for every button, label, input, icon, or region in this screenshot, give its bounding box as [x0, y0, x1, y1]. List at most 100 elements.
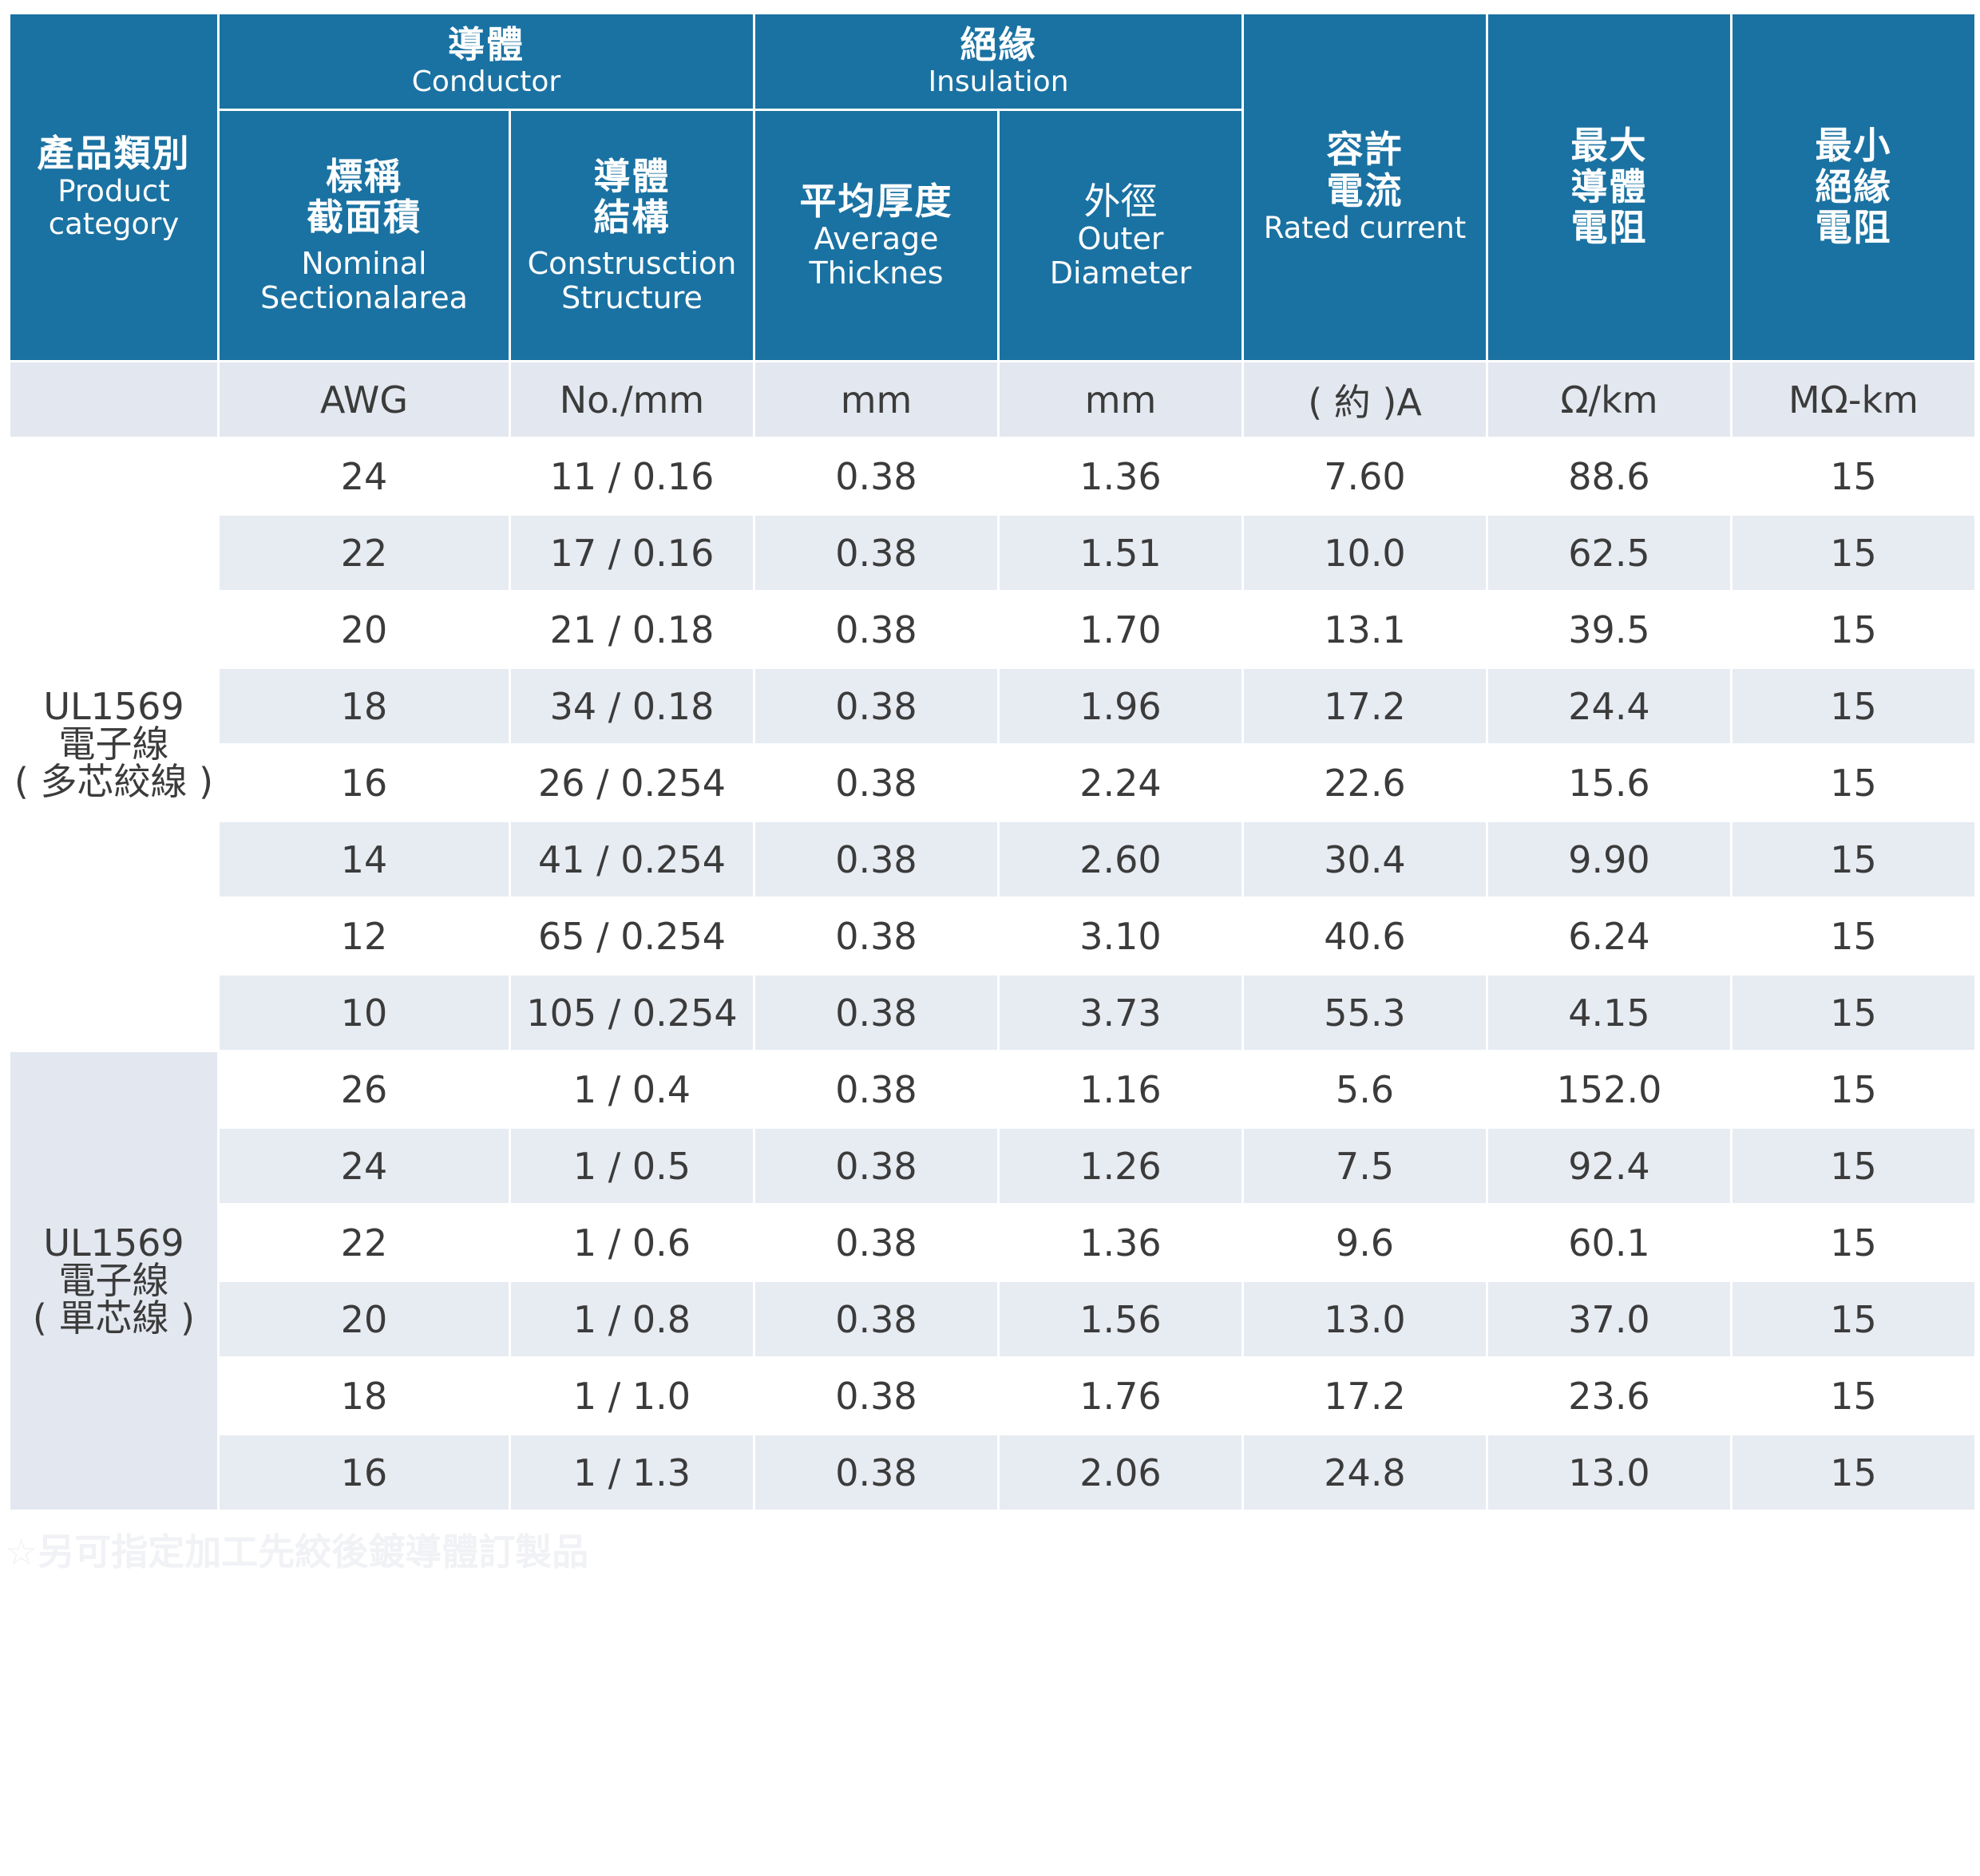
header-construction-zh2: 結構: [593, 196, 671, 239]
product-category-cell: UL1569 電子線( 多芯絞線 ): [10, 439, 217, 1050]
header-nominal-en1: Nominal: [301, 245, 427, 281]
header-nominal-zh1: 標稱: [326, 154, 402, 198]
table-cell: 16: [220, 746, 509, 820]
header-min-insulation-zh3: 電阻: [1815, 206, 1892, 250]
table-row: 16 1 / 1.3 0.38 2.06 24.8 13.0 15: [10, 1435, 1974, 1510]
table-cell: 37.0: [1488, 1282, 1730, 1356]
table-cell: 0.38: [755, 1435, 997, 1510]
header-category-en2: category: [48, 207, 180, 242]
table-cell: 22: [220, 516, 509, 590]
product-category-label2: 電子線: [58, 722, 169, 766]
table-cell: 21 / 0.18: [511, 592, 753, 667]
unit-row: AWG No./mm mm mm ( 約 )A Ω/km MΩ-km: [10, 362, 1974, 437]
header-max-resistance-zh3: 電阻: [1570, 206, 1648, 250]
table-cell: 39.5: [1488, 592, 1730, 667]
table-cell: 2.06: [1000, 1435, 1241, 1510]
header-min-insulation-zh2: 絕緣: [1815, 164, 1892, 208]
table-cell: 1 / 0.5: [511, 1129, 753, 1203]
table-cell: 1 / 1.0: [511, 1359, 753, 1433]
table-cell: 0.38: [755, 822, 997, 896]
table-cell: 24: [220, 439, 509, 513]
header-product-category: 產品類別 Product category: [10, 14, 217, 360]
table-cell: 0.38: [755, 439, 997, 513]
table-cell: 65 / 0.254: [511, 899, 753, 973]
table-cell: 7.60: [1244, 439, 1486, 513]
unit-cell: AWG: [220, 362, 509, 437]
header-conductor-en: Conductor: [411, 65, 561, 98]
header-category-en1: Product: [57, 173, 170, 208]
header-avg-thickness-zh: 平均厚度: [799, 179, 953, 223]
table-row: 22 1 / 0.6 0.38 1.36 9.6 60.1 15: [10, 1205, 1974, 1280]
header-nominal-section: 標稱 截面積 Nominal Sectionalarea: [220, 111, 509, 360]
table-cell: 0.38: [755, 516, 997, 590]
table-cell: 0.38: [755, 899, 997, 973]
table-cell: 26: [220, 1052, 509, 1126]
table-cell: 15: [1732, 516, 1974, 590]
table-cell: 15: [1732, 439, 1974, 513]
table-cell: 15.6: [1488, 746, 1730, 820]
table-cell: 15: [1732, 1435, 1974, 1510]
table-cell: 15: [1732, 899, 1974, 973]
table-cell: 9.90: [1488, 822, 1730, 896]
table-cell: 15: [1732, 822, 1974, 896]
table-cell: 1 / 0.8: [511, 1282, 753, 1356]
table-cell: 1.36: [1000, 1205, 1241, 1280]
table-cell: 152.0: [1488, 1052, 1730, 1126]
table-cell: 105 / 0.254: [511, 976, 753, 1050]
table-cell: 15: [1732, 746, 1974, 820]
header-construction-en2: Structure: [561, 279, 703, 315]
header-avg-thickness-en2: Thicknes: [809, 255, 944, 291]
header-max-resistance-zh2: 導體: [1570, 164, 1648, 208]
table-cell: 10.0: [1244, 516, 1486, 590]
header-outer-diameter-en2: Diameter: [1049, 255, 1192, 291]
table-cell: 15: [1732, 669, 1974, 743]
table-cell: 18: [220, 1359, 509, 1433]
table-row: 20 1 / 0.8 0.38 1.56 13.0 37.0 15: [10, 1282, 1974, 1356]
table-cell: 6.24: [1488, 899, 1730, 973]
table-cell: 1 / 1.3: [511, 1435, 753, 1510]
table-cell: 15: [1732, 1052, 1974, 1126]
table-cell: 20: [220, 1282, 509, 1356]
table-cell: 0.38: [755, 1129, 997, 1203]
header-insulation-group: 絕緣 Insulation: [755, 14, 1241, 109]
table-row: 24 1 / 0.5 0.38 1.26 7.5 92.4 15: [10, 1129, 1974, 1203]
table-cell: 17 / 0.16: [511, 516, 753, 590]
table-row: 18 1 / 1.0 0.38 1.76 17.2 23.6 15: [10, 1359, 1974, 1433]
header-rated-current-zh2: 電流: [1326, 168, 1404, 212]
header-outer-diameter-zh: 外徑: [1083, 179, 1158, 223]
table-cell: 1.76: [1000, 1359, 1241, 1433]
header-construction-zh1: 導體: [593, 154, 671, 198]
header-construction-en1: Construsction: [527, 245, 737, 281]
product-category-label1: UL1569: [43, 685, 184, 729]
unit-cell: ( 約 )A: [1244, 362, 1486, 437]
table-cell: 7.5: [1244, 1129, 1486, 1203]
table-cell: 14: [220, 822, 509, 896]
header-nominal-zh2: 截面積: [307, 196, 422, 239]
table-cell: 1.96: [1000, 669, 1241, 743]
table-cell: 1 / 0.6: [511, 1205, 753, 1280]
table-cell: 12: [220, 899, 509, 973]
table-row: 16 26 / 0.254 0.38 2.24 22.6 15.6 15: [10, 746, 1974, 820]
table-cell: 40.6: [1244, 899, 1486, 973]
table-cell: 5.6: [1244, 1052, 1486, 1126]
table-cell: 3.10: [1000, 899, 1241, 973]
table-cell: 24.4: [1488, 669, 1730, 743]
table-cell: 24.8: [1244, 1435, 1486, 1510]
header-rated-current: 容許 電流 Rated current: [1244, 14, 1486, 360]
cable-spec-table: 產品類別 Product category 導體 Conductor 絕緣 In…: [8, 12, 1977, 1512]
table-cell: 18: [220, 669, 509, 743]
table-row: 18 34 / 0.18 0.38 1.96 17.2 24.4 15: [10, 669, 1974, 743]
table-cell: 15: [1732, 1359, 1974, 1433]
table-cell: 41 / 0.254: [511, 822, 753, 896]
table-cell: 24: [220, 1129, 509, 1203]
product-category-cell: UL1569 電子線( 單芯線 ): [10, 1052, 217, 1510]
table-cell: 88.6: [1488, 439, 1730, 513]
header-rated-current-zh1: 容許: [1326, 128, 1404, 172]
table-cell: 1 / 0.4: [511, 1052, 753, 1126]
header-max-resistance: 最大 導體 電阻: [1488, 14, 1730, 360]
table-cell: 0.38: [755, 1359, 997, 1433]
table-cell: 2.60: [1000, 822, 1241, 896]
table-cell: 1.56: [1000, 1282, 1241, 1356]
table-cell: 1.36: [1000, 439, 1241, 513]
table-body: AWG No./mm mm mm ( 約 )A Ω/km MΩ-km UL156…: [10, 362, 1974, 1510]
